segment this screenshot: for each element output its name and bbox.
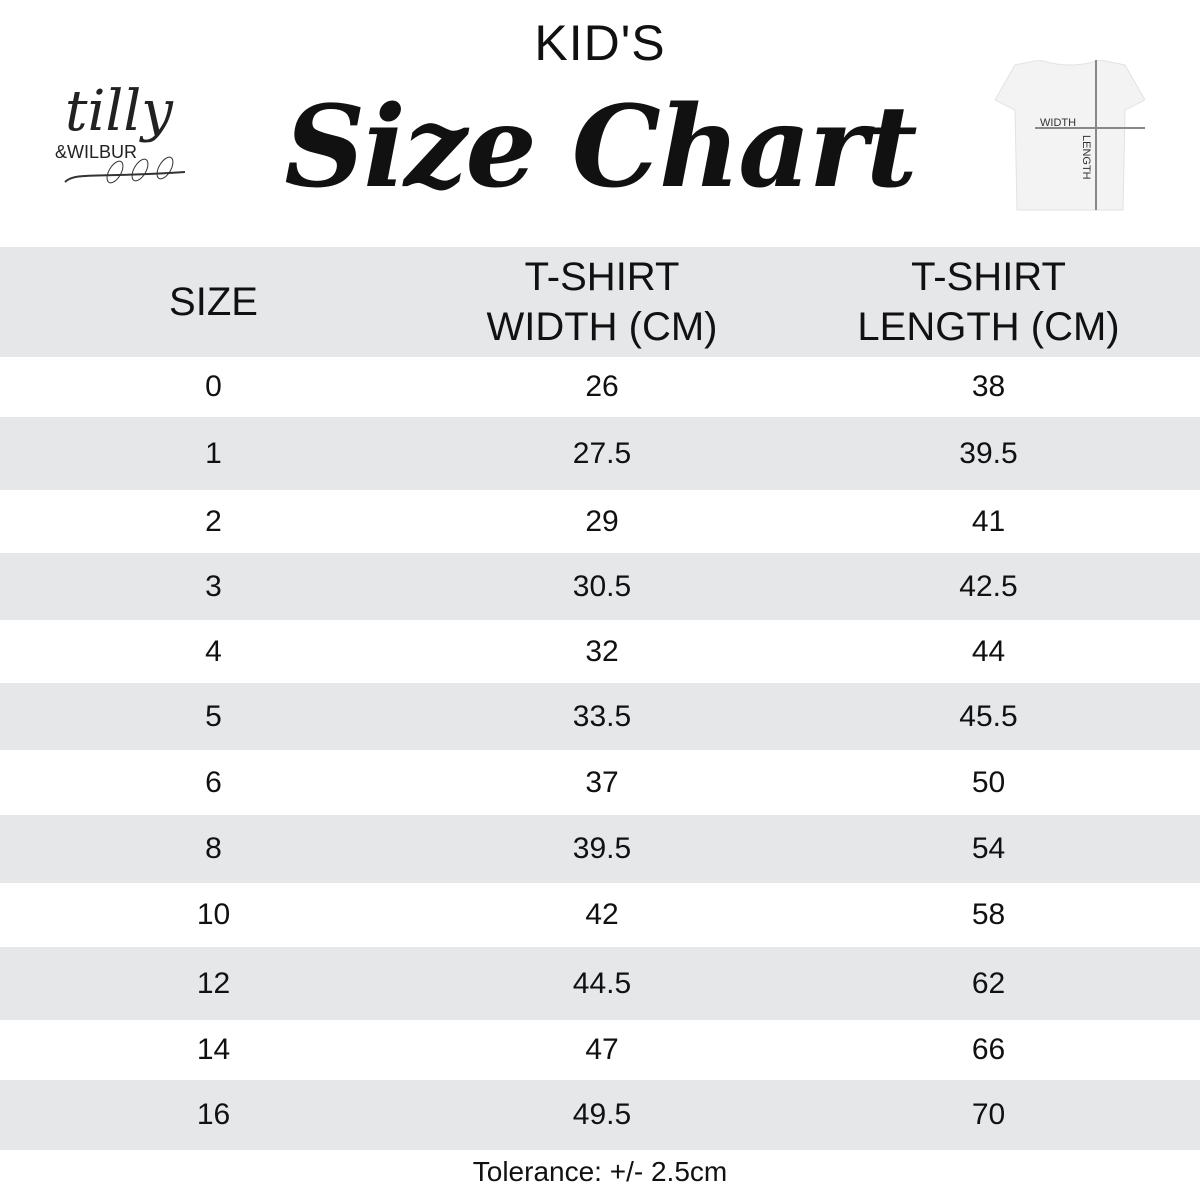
col-length-line1: T-SHIRT (911, 255, 1066, 299)
table-row: 16 49.5 70 (0, 1080, 1200, 1150)
size-cell: 8 (0, 815, 427, 883)
table-row: 0 26 38 (0, 357, 1200, 417)
table-header: SIZE T-SHIRT WIDTH (CM) T-SHIRT LENGTH (CM… (0, 247, 1200, 357)
table-row: 1 27.5 39.5 (0, 417, 1200, 490)
col-width-line2: WIDTH (CM) (486, 305, 718, 349)
width-cell: 39.5 (427, 815, 777, 883)
col-size: SIZE (0, 247, 427, 357)
col-width-line1: T-SHIRT (524, 255, 680, 299)
length-cell: 58 (971, 898, 1006, 931)
size-table: SIZE T-SHIRT WIDTH (CM) T-SHIRT LENGTH (CM… (0, 247, 1200, 1150)
page-title: Size Chart (284, 82, 917, 213)
width-cell: 42 (585, 898, 619, 931)
table-row: 5 33.5 45.5 (0, 683, 1200, 750)
width-cell: 44.5 (427, 947, 777, 1020)
width-cell: 47 (585, 1033, 619, 1066)
svg-text:&WILBUR: &WILBUR (55, 142, 137, 162)
length-cell: 42.5 (777, 553, 1200, 620)
table-row: 3 30.5 42.5 (0, 553, 1200, 620)
length-cell: 70 (777, 1080, 1200, 1150)
col-length: T-SHIRT LENGTH (CM) (777, 247, 1200, 357)
table-row: 10 42 58 (0, 883, 1200, 947)
table-row: 2 29 41 (0, 490, 1200, 553)
width-cell: 29 (585, 504, 619, 538)
size-cell: 1 (0, 417, 427, 490)
tolerance-note: Tolerance: +/- 2.5cm (472, 1156, 728, 1187)
length-cell: 50 (971, 765, 1006, 799)
length-cell: 54 (777, 815, 1200, 883)
table-row: 4 32 44 (0, 620, 1200, 683)
length-cell: 66 (971, 1033, 1006, 1066)
size-cell: 16 (0, 1080, 427, 1150)
size-cell: 0 (205, 370, 222, 403)
width-cell: 37 (585, 765, 619, 799)
size-cell: 10 (196, 898, 231, 931)
length-cell: 45.5 (777, 683, 1200, 750)
size-cell: 12 (0, 947, 427, 1020)
width-cell: 27.5 (427, 417, 777, 490)
table-row: 12 44.5 62 (0, 947, 1200, 1020)
width-label: WIDTH (1040, 117, 1076, 129)
brand-logo: tilly &WILBUR (55, 79, 186, 184)
size-cell: 6 (205, 765, 222, 799)
table-row: 8 39.5 54 (0, 815, 1200, 883)
width-cell: 49.5 (427, 1080, 777, 1150)
table-row: 14 47 66 (0, 1020, 1200, 1080)
col-width: T-SHIRT WIDTH (CM) (427, 247, 777, 357)
kicker-heading: KID'S (534, 15, 666, 71)
length-cell: 39.5 (777, 417, 1200, 490)
table-row: 6 37 50 (0, 750, 1200, 815)
size-cell: 5 (0, 683, 427, 750)
svg-text:tilly: tilly (65, 79, 174, 144)
col-length-line2: LENGTH (CM) (857, 305, 1120, 349)
width-cell: 30.5 (427, 553, 777, 620)
size-cell: 14 (196, 1033, 231, 1066)
length-cell: 41 (971, 504, 1006, 538)
size-cell: 4 (205, 634, 222, 668)
length-cell: 62 (777, 947, 1200, 1020)
length-label: LENGTH (1080, 135, 1092, 180)
width-cell: 32 (585, 634, 619, 668)
tshirt-diagram-icon: WIDTH LENGTH (995, 60, 1145, 211)
length-cell: 44 (971, 634, 1006, 668)
width-cell: 33.5 (427, 683, 777, 750)
length-cell: 38 (971, 370, 1006, 403)
size-cell: 3 (0, 553, 427, 620)
size-cell: 2 (205, 504, 222, 538)
width-cell: 26 (585, 370, 619, 403)
